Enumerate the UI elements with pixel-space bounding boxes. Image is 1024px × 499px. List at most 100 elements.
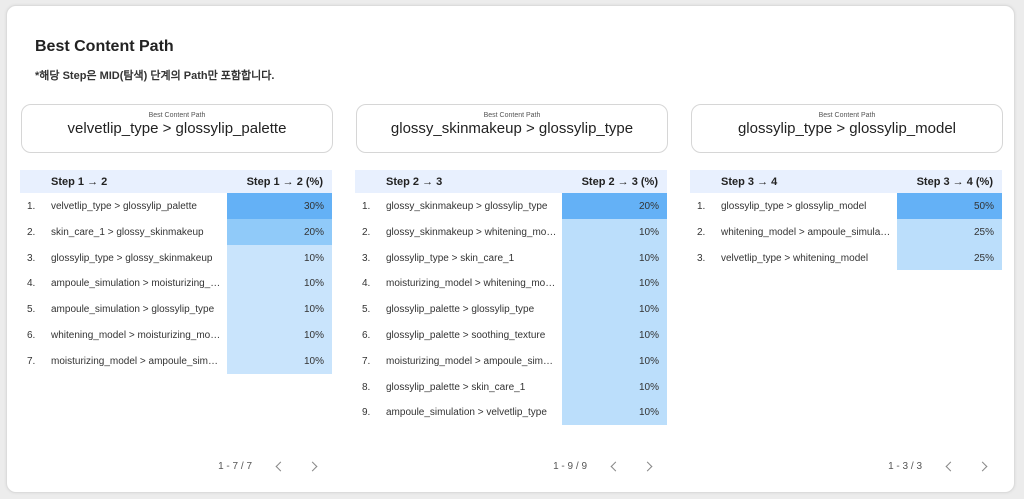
- chevron-right-icon[interactable]: [639, 457, 655, 477]
- table-row: 5. ampoule_simulation > glossylip_type 10%: [20, 296, 332, 322]
- chevron-left-icon[interactable]: [272, 457, 288, 477]
- page-count: 1 - 7 / 7: [218, 461, 252, 472]
- table-row: 6. glossylip_palette > soothing_texture 10…: [355, 321, 667, 348]
- table-header: Step 2 → 3 Step 2 → 3 (%): [355, 170, 667, 193]
- row-index: 8.: [362, 381, 371, 393]
- column-header-percent[interactable]: Step 2 → 3 (%): [581, 176, 658, 188]
- row-percent: 10%: [227, 244, 332, 271]
- table-row: 3. glossylip_type > glossy_skinmakeup 10%: [20, 244, 332, 271]
- table-row: 3. glossylip_type > skin_care_1 10%: [355, 244, 667, 271]
- row-path-label: glossylip_type > glossylip_model: [721, 201, 867, 212]
- row-index: 3.: [27, 252, 36, 264]
- column-header-step[interactable]: Step 1 → 2: [51, 176, 108, 188]
- chevron-right-icon[interactable]: [974, 457, 990, 477]
- row-percent: 10%: [562, 347, 667, 374]
- row-path-label: glossylip_type > glossy_skinmakeup: [51, 252, 213, 264]
- table-row: 7. moisturizing_model > ampoule_simulatio…: [20, 347, 332, 374]
- row-path-label: glossy_skinmakeup > whitening_model: [386, 226, 558, 238]
- table-row: 1. velvetlip_type > glossylip_palette 30%: [20, 193, 332, 219]
- column-header-percent[interactable]: Step 1 → 2 (%): [246, 176, 323, 188]
- row-path-label: ampoule_simulation > moisturizing_model: [51, 278, 223, 290]
- path-table: Step 2 → 3 Step 2 → 3 (%) 1. glossy_skinm…: [355, 170, 667, 426]
- best-path-value: velvetlip_type > glossylip_palette: [67, 120, 287, 137]
- row-path-label: glossylip_palette > soothing_texture: [386, 329, 546, 341]
- row-path-label: ampoule_simulation > glossylip_type: [51, 304, 215, 316]
- row-index: 2.: [697, 226, 706, 238]
- table-header: Step 1 → 2 Step 1 → 2 (%): [20, 170, 332, 193]
- page-title: Best Content Path: [35, 38, 174, 55]
- table-row: 3. velvetlip_type > whitening_model 25%: [690, 244, 1002, 271]
- row-percent: 10%: [562, 296, 667, 322]
- row-index: 7.: [362, 355, 371, 367]
- path-panel-step-3-4: Best Content Path glossylip_type > gloss…: [690, 104, 1003, 472]
- table-row: 8. glossylip_palette > skin_care_1 10%: [355, 373, 667, 400]
- pagination: 1 - 7 / 7: [20, 457, 332, 477]
- table-row: 1. glossylip_type > glossylip_model 50%: [690, 193, 1002, 219]
- table-row: 2. glossy_skinmakeup > whitening_model 10%: [355, 218, 667, 245]
- best-path-caption: Best Content Path: [483, 112, 541, 119]
- row-percent: 10%: [562, 244, 667, 271]
- row-index: 1.: [362, 201, 371, 212]
- row-index: 1.: [697, 201, 706, 212]
- column-header-percent[interactable]: Step 3 → 4 (%): [916, 176, 993, 188]
- best-path-box: Best Content Path glossy_skinmakeup > gl…: [356, 104, 668, 153]
- row-percent: 10%: [227, 296, 332, 322]
- row-percent: 10%: [227, 270, 332, 297]
- page-subtitle: *해당 Step은 MID(탐색) 단계의 Path만 포함합니다.: [35, 70, 275, 82]
- row-percent: 10%: [562, 270, 667, 297]
- table-row: 5. glossylip_palette > glossylip_type 10%: [355, 296, 667, 322]
- best-path-caption: Best Content Path: [148, 112, 206, 119]
- row-index: 5.: [362, 304, 371, 316]
- row-index: 2.: [362, 226, 371, 238]
- row-percent: 10%: [562, 399, 667, 426]
- row-percent: 10%: [562, 218, 667, 245]
- column-header-step[interactable]: Step 2 → 3: [386, 176, 443, 188]
- row-percent: 10%: [562, 321, 667, 348]
- row-path-label: moisturizing_model > ampoule_simulation: [51, 355, 223, 367]
- row-path-label: moisturizing_model > whitening_model: [386, 278, 558, 290]
- table-row: 2. skin_care_1 > glossy_skinmakeup 20%: [20, 218, 332, 245]
- pagination: 1 - 9 / 9: [355, 457, 667, 477]
- row-path-label: glossy_skinmakeup > glossylip_type: [386, 201, 548, 212]
- best-path-caption: Best Content Path: [818, 112, 876, 119]
- path-table: Step 3 → 4 Step 3 → 4 (%) 1. glossylip_ty…: [690, 170, 1002, 271]
- row-path-label: moisturizing_model > ampoule_simulation: [386, 355, 558, 367]
- chevron-right-icon[interactable]: [304, 457, 320, 477]
- row-path-label: whitening_model > moisturizing_model: [51, 329, 223, 341]
- row-index: 3.: [697, 252, 706, 264]
- best-path-value: glossy_skinmakeup > glossylip_type: [390, 120, 634, 137]
- row-index: 6.: [27, 329, 36, 341]
- row-path-label: whitening_model > ampoule_simulation: [721, 226, 893, 238]
- table-row: 7. moisturizing_model > ampoule_simulatio…: [355, 347, 667, 374]
- row-percent: 10%: [562, 373, 667, 400]
- row-percent: 20%: [562, 193, 667, 219]
- table-row: 2. whitening_model > ampoule_simulation 25…: [690, 218, 1002, 245]
- row-index: 3.: [362, 252, 371, 264]
- column-header-step[interactable]: Step 3 → 4: [721, 176, 778, 188]
- path-panel-step-1-2: Best Content Path velvetlip_type > gloss…: [20, 104, 333, 472]
- table-row: 6. whitening_model > moisturizing_model 10…: [20, 321, 332, 348]
- row-path-label: skin_care_1 > glossy_skinmakeup: [51, 226, 204, 238]
- row-index: 6.: [362, 329, 371, 341]
- row-path-label: velvetlip_type > glossylip_palette: [51, 201, 197, 212]
- table-header: Step 3 → 4 Step 3 → 4 (%): [690, 170, 1002, 193]
- row-path-label: glossylip_palette > skin_care_1: [386, 381, 526, 393]
- row-index: 4.: [362, 278, 371, 290]
- page-count: 1 - 3 / 3: [888, 461, 922, 472]
- chevron-left-icon[interactable]: [942, 457, 958, 477]
- row-path-label: glossylip_palette > glossylip_type: [386, 304, 535, 316]
- row-index: 7.: [27, 355, 36, 367]
- row-index: 1.: [27, 201, 36, 212]
- row-index: 5.: [27, 304, 36, 316]
- best-path-value: glossylip_type > glossylip_model: [737, 120, 957, 137]
- row-percent: 25%: [897, 218, 1002, 245]
- row-path-label: glossylip_type > skin_care_1: [386, 252, 515, 264]
- table-row: 4. moisturizing_model > whitening_model 10…: [355, 270, 667, 297]
- table-row: 1. glossy_skinmakeup > glossylip_type 20%: [355, 193, 667, 219]
- best-path-box: Best Content Path velvetlip_type > gloss…: [21, 104, 333, 153]
- best-content-path-card: Best Content Path *해당 Step은 MID(탐색) 단계의 …: [6, 5, 1015, 493]
- row-percent: 30%: [227, 193, 332, 219]
- chevron-left-icon[interactable]: [607, 457, 623, 477]
- table-row: 4. ampoule_simulation > moisturizing_mode…: [20, 270, 332, 297]
- row-index: 9.: [362, 407, 371, 419]
